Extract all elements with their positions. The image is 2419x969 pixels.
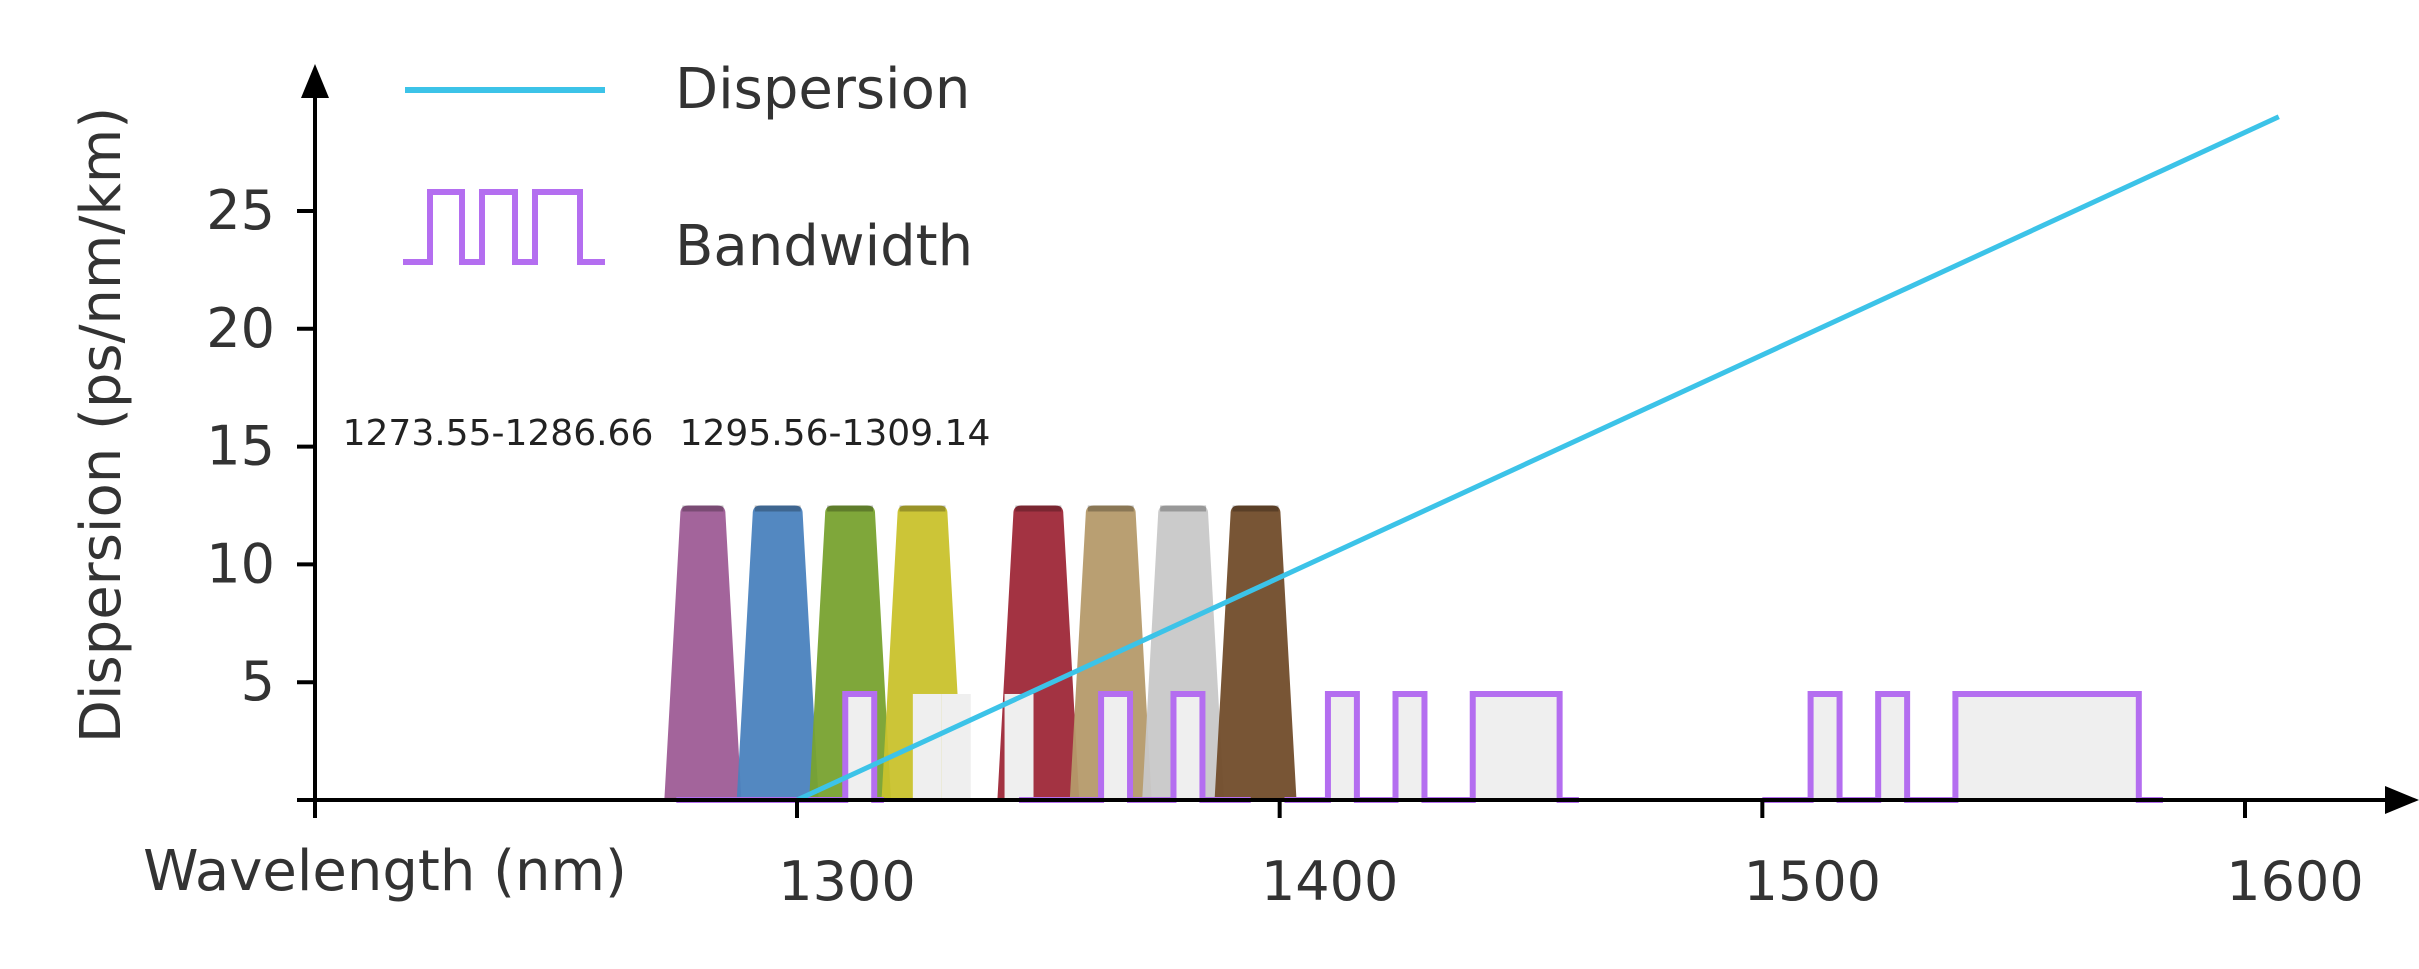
y-tick-label-20: 20 xyxy=(206,297,275,360)
bandwidth-fill-7 xyxy=(1395,693,1425,800)
channel-cap-4 xyxy=(1015,505,1062,512)
labels-layer: Wavelength (nm) Dispersion (ps/nm/km) 1273… xyxy=(69,107,990,904)
bandwidth-fill-6 xyxy=(1327,693,1357,800)
channel-cap-2 xyxy=(827,505,874,512)
channel-1 xyxy=(736,505,819,800)
channel-group-label-0: 1273.55-1286.66 xyxy=(343,413,654,454)
bandwidth-fill-3 xyxy=(1173,693,1203,800)
series-layer xyxy=(795,114,2280,803)
bandwidth-track-3 xyxy=(1762,690,2163,803)
channel-cap-3 xyxy=(899,505,946,512)
bandwidth-fill-2 xyxy=(1101,693,1131,800)
bandwidth-fill-4 xyxy=(941,693,971,800)
x-tick-label-1500: 1500 xyxy=(1744,850,1881,913)
channel-cap-5 xyxy=(1087,505,1134,512)
channel-7 xyxy=(1214,505,1297,800)
channel-0 xyxy=(664,505,742,800)
y-axis-title: Dispersion (ps/nm/km) xyxy=(69,107,134,743)
axes-layer: 1300 1400 1500 1600 5 10 15 20 25 xyxy=(206,64,2419,913)
bandwidth-fill-5 xyxy=(1004,693,1034,800)
y-tick-label-5: 5 xyxy=(241,650,275,713)
series-line-dispersion xyxy=(795,114,2280,803)
channel-cap-6 xyxy=(1160,505,1207,512)
bandwidth-fill-10 xyxy=(1878,693,1908,800)
bandwidth-fill-0 xyxy=(845,693,875,800)
legend-label-dispersion: Dispersion xyxy=(675,57,970,122)
x-tick-label-1600: 1600 xyxy=(2226,850,2363,913)
y-tick-label-15: 15 xyxy=(206,415,275,478)
bandwidth-layer xyxy=(676,690,2163,803)
x-axis-title: Wavelength (nm) xyxy=(143,839,627,904)
channel-cap-7 xyxy=(1232,505,1279,512)
legend-wave-swatch xyxy=(403,189,605,265)
y-tick-label-25: 25 xyxy=(206,179,275,242)
y-tick-label-10: 10 xyxy=(206,532,275,595)
bandwidth-fill-9 xyxy=(1810,693,1840,800)
bandwidth-fill-11 xyxy=(1955,693,2139,800)
channel-cap-0 xyxy=(682,505,724,512)
x-axis-arrow xyxy=(2385,786,2419,814)
x-tick-label-1300: 1300 xyxy=(778,850,915,913)
legend: Dispersion Bandwidth xyxy=(403,57,973,279)
bandwidth-track-2 xyxy=(1284,690,1579,803)
channel-cap-1 xyxy=(754,505,801,512)
channel-group-label-1: 1295.56-1309.14 xyxy=(680,413,991,454)
bandwidth-fill-8 xyxy=(1472,693,1560,800)
legend-label-bandwidth: Bandwidth xyxy=(675,214,973,279)
x-tick-label-1400: 1400 xyxy=(1261,850,1398,913)
y-axis-arrow xyxy=(301,64,329,98)
